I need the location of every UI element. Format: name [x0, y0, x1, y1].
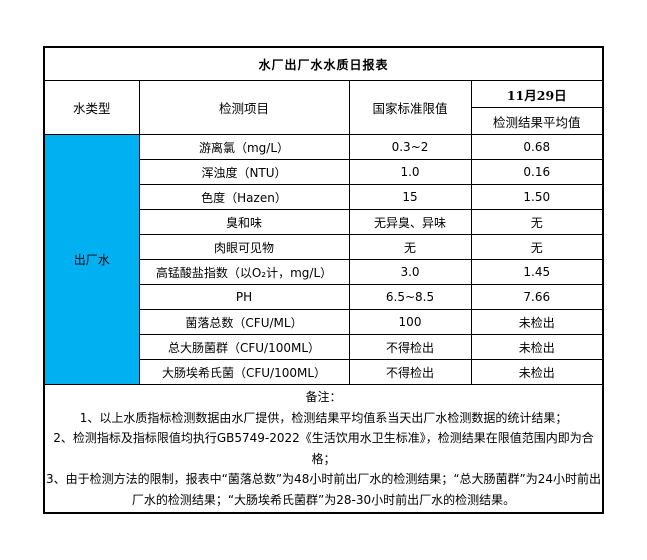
- note-2: 2、检测指标及指标限值均执行GB5749-2022《生活饮用水卫生标准》，检测结…: [53, 431, 594, 466]
- header-water-type: 水类型: [43, 80, 140, 135]
- header-row: 水类型 检测项目 国家标准限值 11月29日: [43, 80, 604, 135]
- note-1: 1、以上水质指标检测数据由水厂提供，检测结果平均值系当天出厂水检测数据的统计结果…: [79, 410, 568, 425]
- notes-row: 备注： 1、以上水质指标检测数据由水厂提供，检测结果平均值系当天出厂水检测数据的…: [43, 384, 604, 514]
- result-cell: 未检出: [470, 359, 604, 385]
- result-cell: 1.45: [470, 259, 604, 285]
- item-cell: 游离氯（mg/L）: [138, 134, 350, 160]
- table-row: 总大肠菌群（CFU/100ML） 不得检出 未检出: [44, 334, 604, 360]
- result-cell: 0.68: [470, 134, 604, 160]
- limit-cell: 不得检出: [348, 359, 472, 385]
- table-row: 浑浊度（NTU） 1.0 0.16: [44, 159, 604, 185]
- header-standard-limit: 国家标准限值: [348, 80, 472, 135]
- notes-label: 备注：: [305, 390, 342, 404]
- table-row: 菌落总数（CFU/ML） 100 未检出: [44, 309, 604, 335]
- item-cell: 菌落总数（CFU/ML）: [138, 309, 350, 335]
- title-row: 水厂出厂水水质日报表: [43, 46, 604, 81]
- limit-cell: 无: [348, 234, 472, 260]
- item-cell: 色度（Hazen）: [138, 184, 350, 210]
- table-row: 肉眼可见物 无 无: [44, 234, 604, 260]
- limit-cell: 无异臭、异味: [348, 209, 472, 235]
- result-cell: 7.66: [470, 284, 604, 310]
- water-quality-report-table: 水厂出厂水水质日报表 水类型 检测项目 国家标准限值 11月29日 检测结果平均…: [43, 46, 605, 514]
- limit-cell: 1.0: [348, 159, 472, 185]
- notes-cell: 备注： 1、以上水质指标检测数据由水厂提供，检测结果平均值系当天出厂水检测数据的…: [43, 384, 604, 514]
- report-title: 水厂出厂水水质日报表: [43, 46, 604, 81]
- water-type-cell: 出厂水: [43, 134, 140, 385]
- limit-cell: 100: [348, 309, 472, 335]
- result-cell: 0.16: [470, 159, 604, 185]
- table-row: 大肠埃希氏菌（CFU/100ML） 不得检出 未检出: [44, 359, 604, 385]
- item-cell: PH: [138, 284, 350, 310]
- table-row: 出厂水 游离氯（mg/L） 0.3~2 0.68: [43, 134, 604, 385]
- header-result-average: 检测结果平均值: [470, 107, 604, 135]
- limit-cell: 6.5~8.5: [348, 284, 472, 310]
- limit-cell: 3.0: [348, 259, 472, 285]
- result-cell: 1.50: [470, 184, 604, 210]
- result-cell: 无: [470, 234, 604, 260]
- limit-cell: 0.3~2: [348, 134, 472, 160]
- item-cell: 臭和味: [138, 209, 350, 235]
- result-cell: 未检出: [470, 334, 604, 360]
- header-date: 11月29日: [470, 80, 604, 108]
- table-row: PH 6.5~8.5 7.66: [44, 284, 604, 310]
- header-subrow: 检测结果平均值: [44, 107, 604, 135]
- limit-cell: 15: [348, 184, 472, 210]
- result-cell: 未检出: [470, 309, 604, 335]
- result-cell: 无: [470, 209, 604, 235]
- item-cell: 浑浊度（NTU）: [138, 159, 350, 185]
- table-row: 臭和味 无异臭、异味 无: [44, 209, 604, 235]
- note-3: 3、由于检测方法的限制，报表中“菌落总数”为48小时前出厂水的检测结果；“总大肠…: [45, 472, 602, 507]
- limit-cell: 不得检出: [348, 334, 472, 360]
- table-row: 高锰酸盐指数（以O₂计，mg/L） 3.0 1.45: [44, 259, 604, 285]
- header-test-item: 检测项目: [138, 80, 350, 135]
- item-cell: 总大肠菌群（CFU/100ML）: [138, 334, 350, 360]
- table-row: 色度（Hazen） 15 1.50: [44, 184, 604, 210]
- item-cell: 大肠埃希氏菌（CFU/100ML）: [138, 359, 350, 385]
- item-cell: 肉眼可见物: [138, 234, 350, 260]
- item-cell: 高锰酸盐指数（以O₂计，mg/L）: [138, 259, 350, 285]
